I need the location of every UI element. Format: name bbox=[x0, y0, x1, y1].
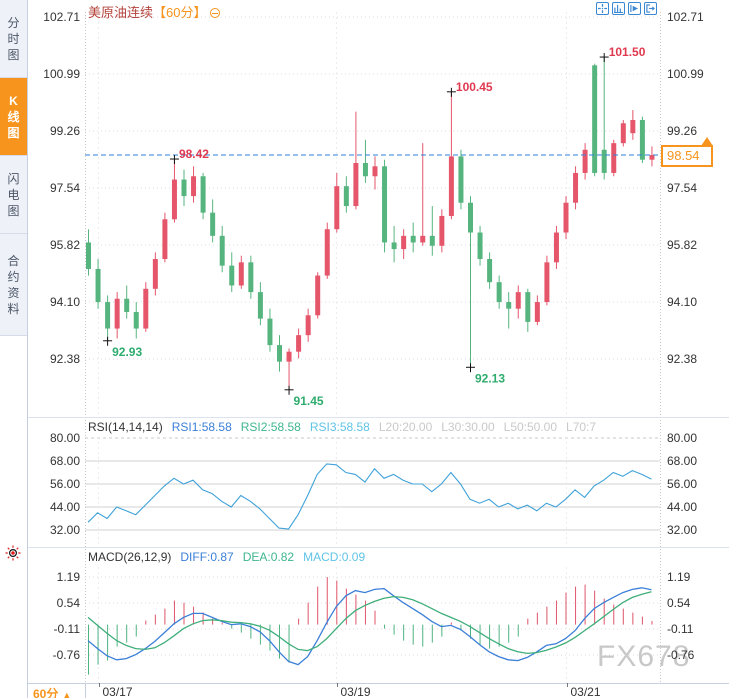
svg-text:92.38: 92.38 bbox=[50, 352, 80, 366]
svg-text:102.71: 102.71 bbox=[43, 10, 80, 24]
svg-text:44.00: 44.00 bbox=[50, 500, 80, 514]
indicator-value-label: L30:30.00 bbox=[441, 420, 495, 434]
sidebar: 分时图 K线图 闪电图 合约资料 bbox=[0, 0, 28, 698]
indicator-value-label: L70:7 bbox=[566, 420, 597, 434]
indicator-value-label: RSI3:58.58 bbox=[309, 420, 370, 434]
svg-text:95.82: 95.82 bbox=[50, 238, 80, 252]
sidebar-tab-lightning-chart[interactable]: 闪电图 bbox=[0, 156, 27, 234]
indicator-value-label: L50:50.00 bbox=[503, 420, 558, 434]
svg-text:94.10: 94.10 bbox=[667, 295, 697, 309]
scale-tool-icon[interactable] bbox=[612, 2, 625, 15]
date-tick bbox=[566, 683, 568, 687]
svg-text:-0.11: -0.11 bbox=[667, 622, 694, 636]
time-axis-bar bbox=[0, 683, 729, 698]
chart-toolbar bbox=[596, 2, 657, 15]
crosshair-tool-icon[interactable] bbox=[596, 2, 609, 15]
symbol-name: 美原油连续 bbox=[88, 5, 154, 20]
date-tick bbox=[98, 683, 100, 687]
svg-text:1.19: 1.19 bbox=[667, 570, 691, 584]
svg-text:0.54: 0.54 bbox=[667, 596, 691, 610]
macd-pane[interactable] bbox=[85, 567, 660, 683]
svg-text:102.71: 102.71 bbox=[667, 10, 704, 24]
indicator-name: RSI(14,14,14) bbox=[88, 420, 163, 434]
svg-text:68.00: 68.00 bbox=[50, 454, 80, 468]
svg-text:-0.76: -0.76 bbox=[53, 648, 81, 662]
popout-tool-icon[interactable] bbox=[644, 2, 657, 15]
date-label: 03/17 bbox=[102, 685, 133, 698]
chart-title: 美原油连续【60分】 bbox=[88, 2, 221, 21]
sidebar-tab-time-chart[interactable]: 分时图 bbox=[0, 0, 27, 78]
indicator-value-label: DIFF:0.87 bbox=[180, 550, 234, 564]
indicator-value-label: L20:20.00 bbox=[378, 420, 433, 434]
svg-text:94.10: 94.10 bbox=[50, 295, 80, 309]
svg-text:97.54: 97.54 bbox=[50, 181, 80, 195]
price-up-arrow-icon bbox=[701, 137, 713, 146]
svg-text:80.00: 80.00 bbox=[50, 431, 80, 445]
period-tag: 【60分】 bbox=[153, 5, 207, 20]
sidebar-tab-contract-info[interactable]: 合约资料 bbox=[0, 234, 27, 336]
svg-text:32.00: 32.00 bbox=[667, 523, 697, 537]
indicator-tool-icon[interactable] bbox=[628, 2, 641, 15]
svg-text:44.00: 44.00 bbox=[667, 500, 697, 514]
indicator-value-label: DEA:0.82 bbox=[242, 550, 295, 564]
svg-text:92.38: 92.38 bbox=[667, 352, 697, 366]
date-tick bbox=[336, 683, 338, 687]
indicator-value-label: MACD:0.09 bbox=[303, 550, 366, 564]
date-label: 03/21 bbox=[570, 685, 601, 698]
svg-text:95.82: 95.82 bbox=[667, 238, 697, 252]
indicator-settings-icon[interactable] bbox=[5, 545, 21, 564]
svg-text:100.99: 100.99 bbox=[667, 67, 704, 81]
magnet-toggle-icon[interactable] bbox=[210, 8, 221, 18]
svg-text:100.99: 100.99 bbox=[43, 67, 80, 81]
sidebar-tab-kline-chart[interactable]: K线图 bbox=[0, 78, 27, 156]
svg-text:99.26: 99.26 bbox=[667, 124, 697, 138]
svg-text:97.54: 97.54 bbox=[667, 181, 697, 195]
svg-text:68.00: 68.00 bbox=[667, 454, 697, 468]
svg-text:80.00: 80.00 bbox=[667, 431, 697, 445]
svg-text:32.00: 32.00 bbox=[50, 523, 80, 537]
candle-pane[interactable] bbox=[85, 12, 660, 417]
svg-text:56.00: 56.00 bbox=[50, 477, 80, 491]
bottom-bar-divider bbox=[85, 683, 86, 698]
rsi-header: RSI(14,14,14) RSI1:58.58 RSI2:58.58 RSI3:58… bbox=[88, 420, 656, 434]
rsi-pane[interactable] bbox=[85, 437, 660, 547]
svg-text:0.54: 0.54 bbox=[57, 596, 81, 610]
date-label: 03/19 bbox=[340, 685, 371, 698]
svg-text:-0.11: -0.11 bbox=[54, 622, 81, 636]
svg-text:1.19: 1.19 bbox=[57, 570, 81, 584]
period-selector[interactable]: 60分 ▲ bbox=[33, 687, 72, 698]
indicator-value-label: RSI2:58.58 bbox=[240, 420, 301, 434]
period-arrow-icon: ▲ bbox=[62, 690, 72, 698]
current-price-tag: 98.54 bbox=[661, 145, 713, 167]
indicator-name: MACD(26,12,9) bbox=[88, 550, 172, 564]
macd-header: MACD(26,12,9) DIFF:0.87 DEA:0.82 MACD:0.09 bbox=[88, 550, 656, 564]
svg-text:99.26: 99.26 bbox=[50, 124, 80, 138]
svg-text:56.00: 56.00 bbox=[667, 477, 697, 491]
indicator-value-label: RSI1:58.58 bbox=[171, 420, 232, 434]
